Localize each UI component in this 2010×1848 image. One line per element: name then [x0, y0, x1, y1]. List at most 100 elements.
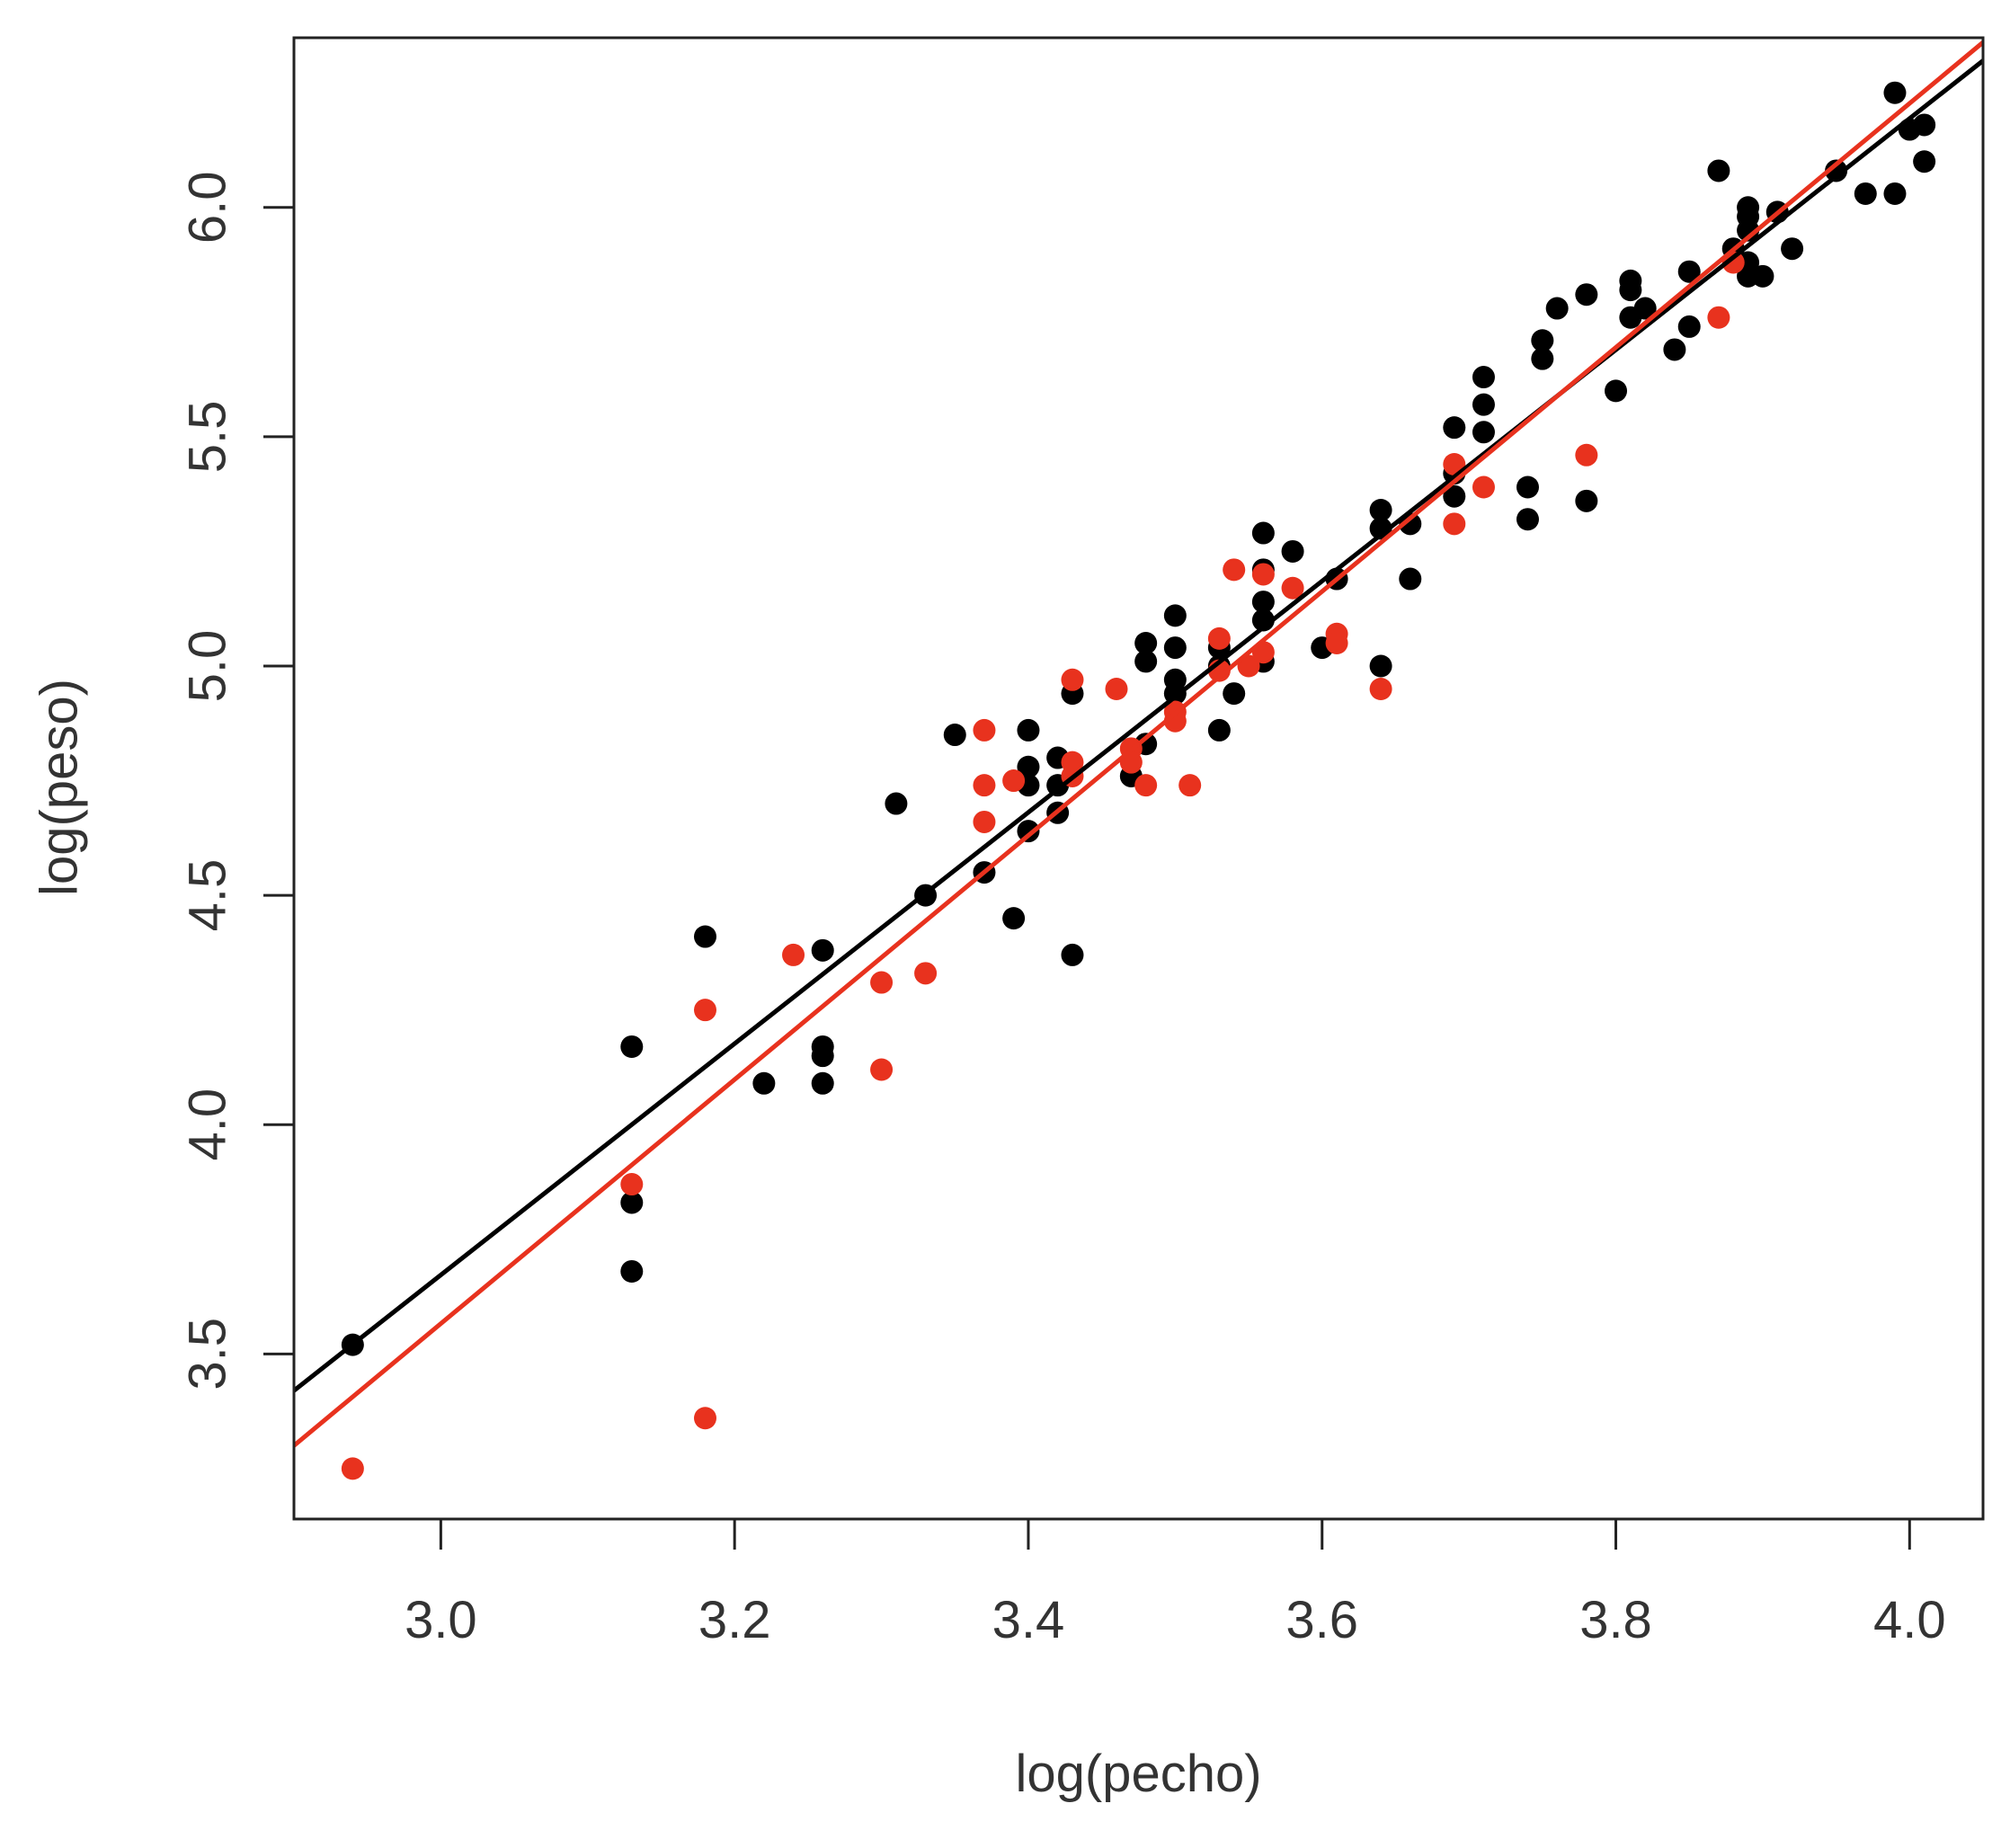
data-point-s1-1	[620, 1173, 644, 1196]
data-point-s0-36	[1251, 521, 1275, 545]
data-point-s0-51	[1443, 484, 1466, 508]
x-tick-label: 3.8	[1579, 1591, 1652, 1649]
data-point-s1-35	[1575, 443, 1598, 466]
data-point-s1-24	[1223, 558, 1246, 582]
data-point-s1-7	[914, 962, 938, 985]
data-point-s0-74	[1737, 218, 1760, 242]
data-point-s0-54	[1472, 421, 1495, 444]
data-point-s0-48	[1399, 567, 1422, 591]
data-point-s0-18	[1017, 820, 1040, 843]
data-point-s1-2	[693, 999, 716, 1022]
data-point-s1-31	[1369, 678, 1392, 701]
data-point-s1-36	[1707, 306, 1730, 329]
y-tick-label: 5.5	[178, 401, 236, 474]
data-point-s0-10	[885, 792, 908, 815]
data-point-s1-3	[693, 1407, 716, 1430]
data-point-s0-64	[1619, 279, 1642, 302]
points-layer	[341, 81, 1936, 1480]
data-point-s0-14	[1002, 907, 1026, 930]
data-point-s0-6	[811, 938, 834, 962]
data-point-s0-60	[1575, 283, 1598, 307]
y-tick-label: 4.5	[178, 859, 236, 932]
x-tick-label: 3.0	[405, 1591, 477, 1649]
data-point-s0-81	[1854, 182, 1877, 205]
data-point-s0-46	[1369, 654, 1392, 678]
data-point-s1-22	[1207, 626, 1231, 650]
data-point-s0-66	[1633, 297, 1657, 320]
data-point-s0-3	[620, 1259, 644, 1283]
y-tick-label: 4.0	[178, 1088, 236, 1161]
data-point-s0-9	[811, 1071, 834, 1095]
x-tick-label: 3.6	[1285, 1591, 1358, 1649]
data-point-s0-38	[1251, 591, 1275, 614]
data-point-s0-77	[1751, 264, 1774, 288]
data-point-s1-0	[341, 1457, 364, 1480]
y-axis-title: log(peso)	[30, 679, 88, 896]
data-point-s0-16	[1017, 755, 1040, 778]
data-point-s1-28	[1281, 576, 1304, 600]
y-tick-label: 3.5	[178, 1318, 236, 1390]
data-point-s0-56	[1516, 508, 1539, 531]
data-point-s0-53	[1472, 393, 1495, 416]
fit-line-0	[294, 58, 1983, 1393]
y-tick-label: 5.0	[178, 630, 236, 703]
data-point-s0-28	[1163, 604, 1187, 627]
data-point-s0-5	[752, 1071, 776, 1095]
y-axis: 3.5 4.0 4.5 5.0 5.5 6.0	[178, 171, 294, 1390]
data-point-s0-52	[1472, 366, 1495, 389]
data-point-s0-23	[1061, 943, 1084, 966]
data-point-s1-33	[1443, 512, 1466, 536]
x-tick-label: 3.4	[992, 1591, 1065, 1649]
data-point-s1-4	[782, 943, 805, 966]
data-point-s0-26	[1134, 650, 1158, 673]
data-point-s0-12	[943, 724, 966, 747]
data-point-s0-58	[1531, 347, 1554, 370]
data-point-s0-8	[811, 1044, 834, 1068]
fit-lines-layer	[294, 40, 1983, 1448]
data-point-s0-59	[1545, 297, 1569, 320]
data-point-s0-41	[1281, 539, 1304, 563]
x-axis: 3.0 3.2 3.4 3.6 3.8 4.0	[405, 1519, 1946, 1649]
data-point-s0-82	[1883, 81, 1907, 104]
data-point-s0-35	[1223, 682, 1246, 706]
data-point-s0-86	[1913, 150, 1936, 173]
data-point-s0-67	[1663, 338, 1686, 361]
data-point-s0-1	[620, 1035, 644, 1058]
data-point-s1-15	[1105, 678, 1128, 701]
data-point-s0-49	[1443, 416, 1466, 440]
data-point-s0-25	[1134, 631, 1158, 654]
data-point-s1-12	[1061, 668, 1084, 691]
data-point-s1-18	[1134, 774, 1158, 797]
data-point-s1-6	[870, 1058, 894, 1081]
plot-frame	[292, 36, 1985, 1521]
data-point-s1-34	[1472, 475, 1495, 499]
data-point-s1-8	[973, 718, 996, 742]
data-point-s0-4	[693, 925, 716, 948]
data-point-s0-61	[1575, 489, 1598, 512]
data-point-s0-44	[1369, 499, 1392, 522]
fit-line-1	[294, 40, 1983, 1448]
data-point-s0-79	[1781, 237, 1804, 261]
data-point-s0-62	[1605, 379, 1628, 403]
data-point-s1-10	[973, 810, 996, 833]
data-point-s0-45	[1369, 517, 1392, 540]
data-point-s0-80	[1825, 159, 1848, 182]
data-point-s0-69	[1677, 315, 1701, 338]
x-tick-label: 3.2	[698, 1591, 771, 1649]
data-point-s0-29	[1163, 636, 1187, 660]
data-point-s1-5	[870, 971, 894, 994]
data-point-s1-11	[1002, 769, 1026, 793]
data-point-s0-2	[620, 1191, 644, 1214]
data-point-s0-15	[1017, 718, 1040, 742]
data-point-s1-30	[1325, 631, 1348, 654]
data-point-s1-26	[1251, 563, 1275, 586]
data-point-s0-34	[1207, 718, 1231, 742]
x-tick-label: 4.0	[1873, 1591, 1946, 1649]
data-point-s1-21	[1178, 774, 1202, 797]
data-point-s1-9	[973, 774, 996, 797]
data-point-s0-39	[1251, 609, 1275, 632]
data-point-s0-68	[1677, 260, 1701, 283]
data-point-s0-55	[1516, 475, 1539, 499]
data-point-s0-57	[1531, 329, 1554, 352]
